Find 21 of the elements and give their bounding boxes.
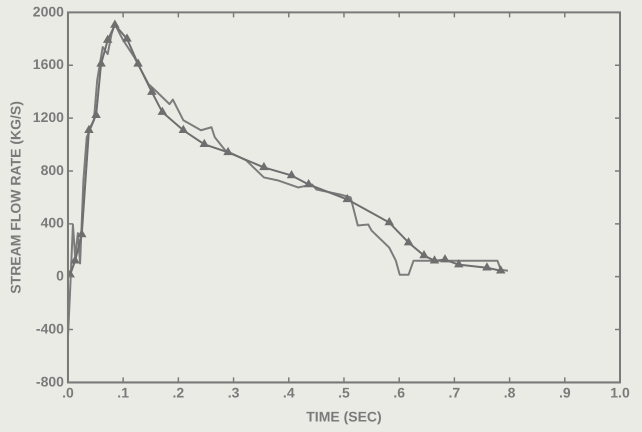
x-tick-label: .2 [172,384,184,401]
y-tick-label: -400 [36,320,64,336]
x-tick-label: .9 [558,384,571,401]
x-tick-label: .1 [117,384,130,401]
x-tick-label: .5 [338,384,350,401]
x-tick-label: .6 [393,384,406,401]
y-tick-label: 2000 [32,3,64,20]
x-tick-label: .7 [448,384,460,401]
y-tick-label: 0 [56,268,64,284]
y-tick-label: 1600 [32,56,64,72]
x-tick-label: .0 [62,384,74,401]
y-tick-label: 800 [40,162,64,178]
x-tick-label: .4 [282,384,295,401]
y-tick-label: 1200 [32,108,64,125]
x-axis-title: TIME (SEC) [306,408,382,424]
x-tick-label: .8 [504,384,516,401]
y-tick-label: -800 [36,373,64,390]
y-axis-title: STREAM FLOW RATE (KG/S) [7,101,24,294]
x-tick-label: 1.0 [610,384,630,401]
y-tick-label: 400 [40,214,64,231]
x-tick-label: .3 [228,384,240,401]
